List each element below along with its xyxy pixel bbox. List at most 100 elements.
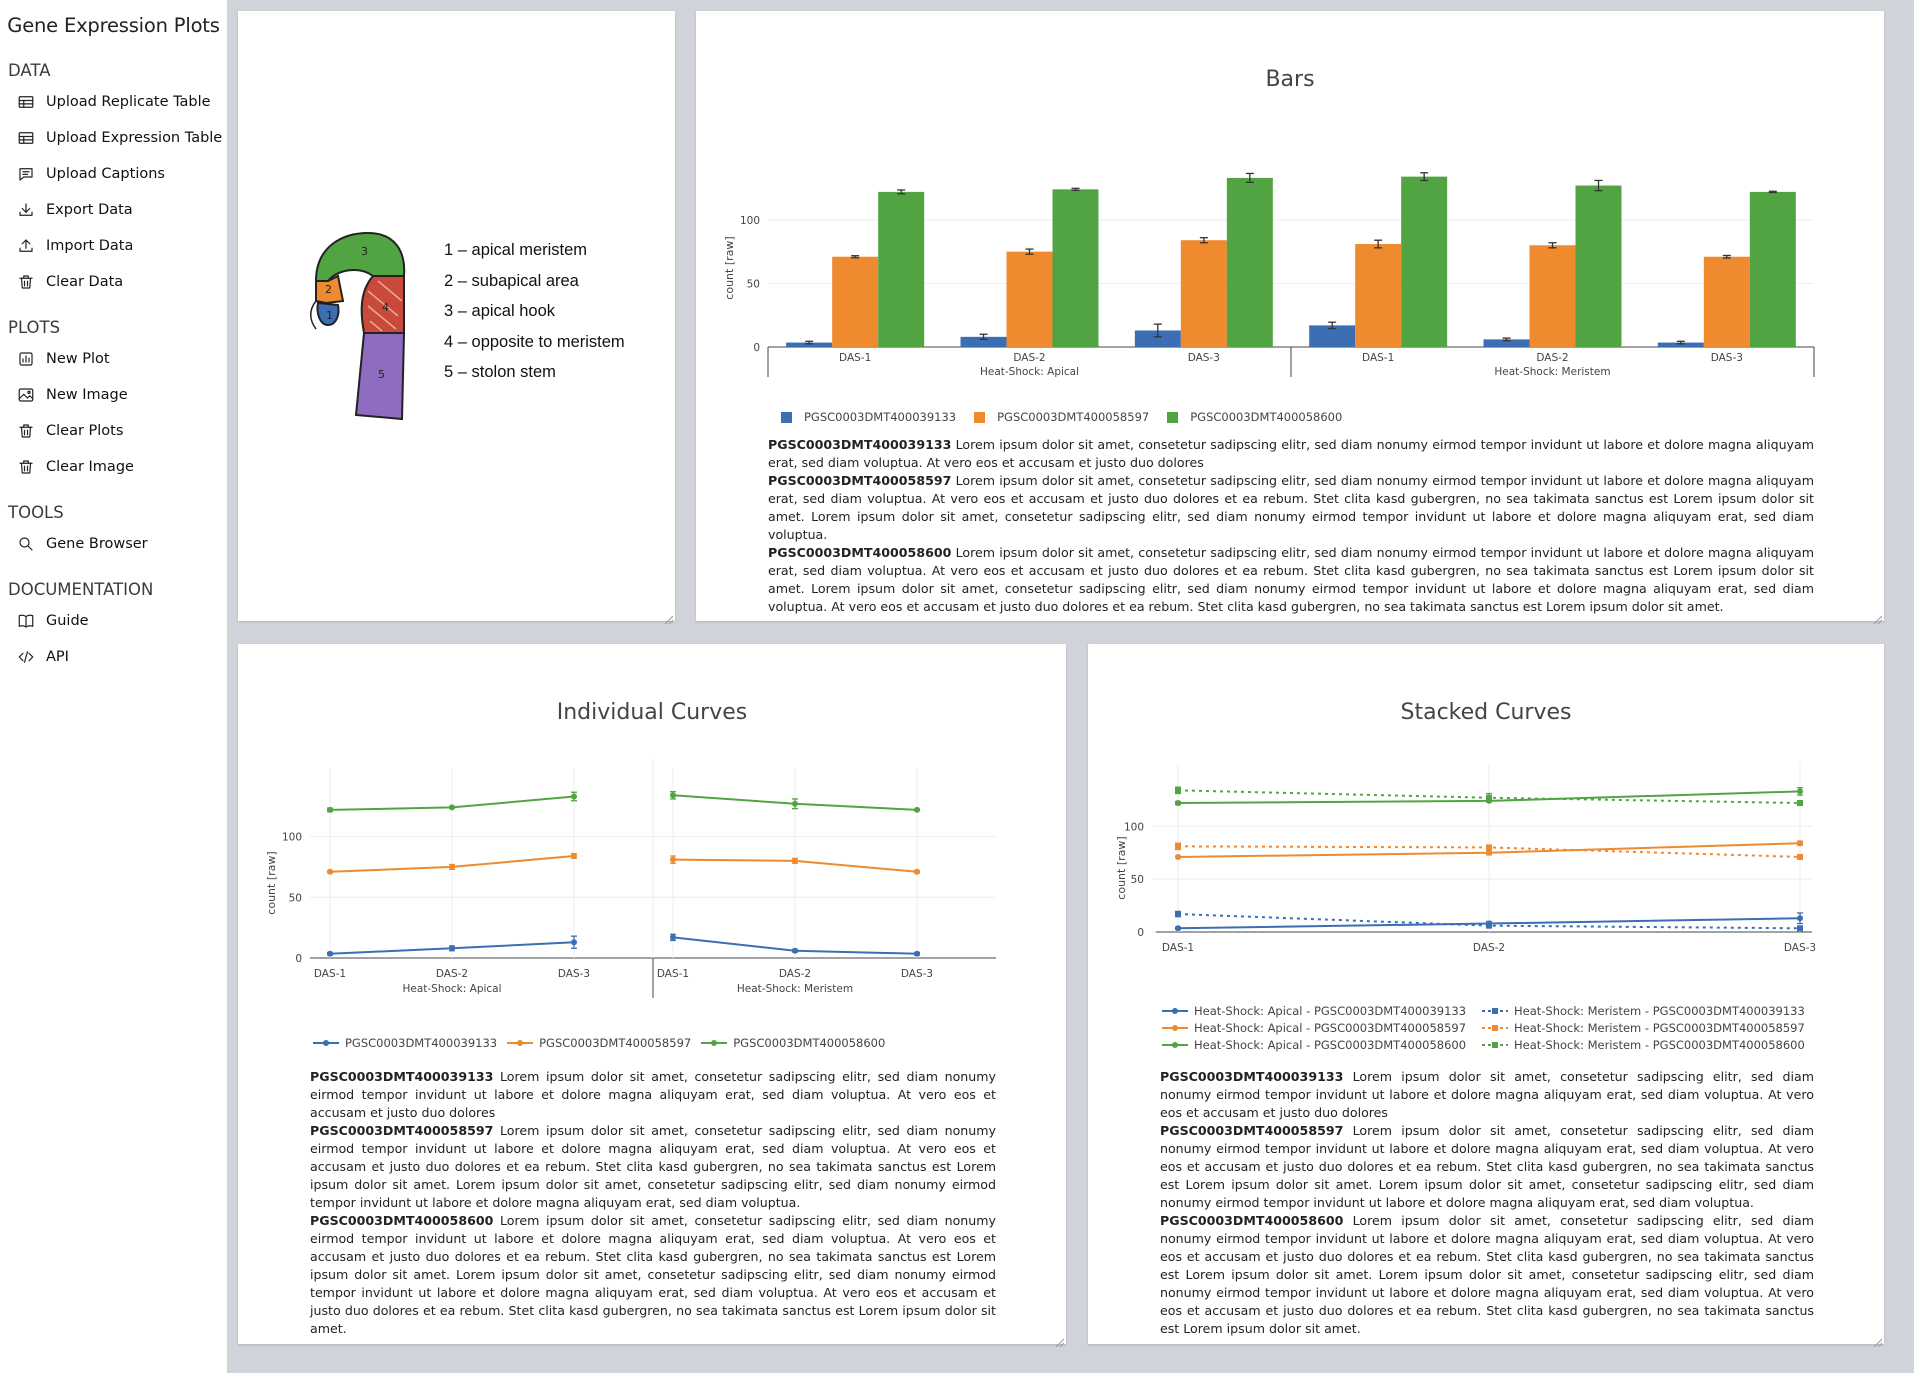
y-tick-label: 0: [753, 342, 760, 354]
series-line: [1177, 845, 1801, 858]
group-label: Heat-Shock: Meristem: [1494, 366, 1610, 378]
region-label-1: 1 – apical meristem: [444, 241, 588, 259]
caption-gene-id: PGSC0003DMT400058600: [310, 1213, 494, 1228]
bar: [1749, 191, 1796, 347]
legend-item[interactable]: PGSC0003DMT400058600: [1167, 410, 1342, 424]
nav-item-clear-image[interactable]: Clear Image: [0, 449, 227, 485]
bar-chart-icon: [16, 349, 36, 369]
region-label-2: 2 – subapical area: [444, 272, 579, 290]
legend-item[interactable]: Heat-Shock: Meristem - PGSC0003DMT400058…: [1482, 1038, 1805, 1052]
resize-handle[interactable]: [663, 609, 674, 625]
legend-item[interactable]: PGSC0003DMT400058600: [701, 1036, 885, 1050]
chart-title: Stacked Curves: [1400, 700, 1572, 725]
y-axis-title: count [raw]: [265, 851, 278, 914]
caption-gene-id: PGSC0003DMT400058597: [310, 1123, 494, 1138]
caption-paragraph: PGSC0003DMT400058600 Lorem ipsum dolor s…: [1160, 1212, 1814, 1338]
legend-item[interactable]: PGSC0003DMT400058597: [974, 410, 1149, 424]
nav-item-label: Guide: [46, 613, 89, 629]
caption-text: Lorem ipsum dolor sit amet, consetetur s…: [1160, 1213, 1814, 1336]
trash-icon: [16, 457, 36, 477]
nav-item-clear-plots[interactable]: Clear Plots: [0, 413, 227, 449]
comment-icon: [16, 164, 36, 184]
data-point: [792, 947, 798, 954]
data-point: [914, 950, 920, 957]
y-tick-label: 50: [747, 278, 760, 290]
legend-item[interactable]: PGSC0003DMT400039133: [781, 410, 956, 424]
legend-item[interactable]: Heat-Shock: Meristem - PGSC0003DMT400039…: [1482, 1004, 1805, 1018]
data-point: [914, 868, 920, 875]
y-tick-label: 50: [289, 892, 302, 904]
nav-item-upload-replicate-table[interactable]: Upload Replicate Table: [0, 84, 227, 120]
legend-label: Heat-Shock: Apical - PGSC0003DMT40005860…: [1194, 1038, 1467, 1052]
data-point: [449, 863, 455, 870]
y-tick-label: 50: [1131, 874, 1144, 886]
legend-swatch: [781, 411, 792, 423]
nav-item-label: Import Data: [46, 238, 134, 254]
nav-item-label: Clear Plots: [46, 423, 124, 439]
data-point: [1797, 840, 1803, 847]
region-number-5: 5: [378, 368, 385, 381]
series-line: [1177, 913, 1801, 930]
series-line: [1177, 789, 1801, 805]
bar: [1575, 185, 1622, 347]
nav-item-clear-data[interactable]: Clear Data: [0, 264, 227, 300]
bar: [1529, 245, 1576, 347]
resize-handle[interactable]: [1872, 1332, 1883, 1348]
legend-item[interactable]: PGSC0003DMT400039133: [313, 1036, 497, 1050]
x-tick-label: DAS-1: [1362, 352, 1394, 364]
caption-paragraph: PGSC0003DMT400039133 Lorem ipsum dolor s…: [1160, 1068, 1814, 1122]
legend-line: [313, 1040, 339, 1046]
bar: [1180, 240, 1227, 347]
data-point: [1797, 788, 1803, 795]
legend-label: PGSC0003DMT400039133: [804, 410, 957, 424]
data-point: [449, 804, 455, 811]
stacked-curves-panel[interactable]: Stacked Curves 0 50 100 count [raw] DAS-1 DAS…: [1088, 644, 1884, 1348]
legend-item[interactable]: Heat-Shock: Meristem - PGSC0003DMT400058…: [1482, 1021, 1805, 1035]
data-point: [571, 939, 577, 946]
y-tick-label: 100: [740, 215, 760, 227]
region-label-3: 3 – apical hook: [444, 302, 555, 320]
nav-item-guide[interactable]: Guide: [0, 603, 227, 639]
x-tick-label: DAS-2: [1473, 942, 1505, 954]
x-tick-label: DAS-3: [1188, 352, 1220, 364]
nav-item-label: Clear Data: [46, 274, 124, 290]
nav-item-import-data[interactable]: Import Data: [0, 228, 227, 264]
nav-item-new-plot[interactable]: New Plot: [0, 341, 227, 377]
stacked-curves-chart: 0 50 100 count [raw] DAS-1 DAS-2 DAS-3: [1115, 764, 1816, 954]
individual-curves-panel[interactable]: Individual Curves 0 50 100 count [raw] DAS-1…: [238, 644, 1066, 1348]
nav-item-api[interactable]: API: [0, 639, 227, 675]
bar: [1703, 256, 1750, 347]
region-number-1: 1: [326, 309, 333, 322]
nav-item-export-data[interactable]: Export Data: [0, 192, 227, 228]
nav-item-upload-captions[interactable]: Upload Captions: [0, 156, 227, 192]
legend-line: [1482, 1025, 1508, 1031]
table-icon: [16, 128, 36, 148]
nav-item-upload-expression-table[interactable]: Upload Expression Table: [0, 120, 227, 156]
plant-stolon-illustration: 3 2 1 4 5: [310, 231, 406, 421]
legend-item[interactable]: PGSC0003DMT400058597: [507, 1036, 691, 1050]
image-panel[interactable]: 3 2 1 4 5 1 – apical meristem 2 – subapi…: [238, 11, 675, 625]
section-title: DOCUMENTATION: [8, 580, 154, 599]
nav-item-new-image[interactable]: New Image: [0, 377, 227, 413]
x-tick-label: DAS-2: [779, 968, 811, 980]
y-tick-label: 0: [295, 953, 302, 965]
data-point: [1797, 800, 1803, 807]
legend-item[interactable]: Heat-Shock: Apical - PGSC0003DMT40003913…: [1162, 1004, 1466, 1018]
nav-item-gene-browser[interactable]: Gene Browser: [0, 526, 227, 562]
legend-item[interactable]: Heat-Shock: Apical - PGSC0003DMT40005859…: [1162, 1021, 1466, 1035]
legend-item[interactable]: Heat-Shock: Apical - PGSC0003DMT40005860…: [1162, 1038, 1466, 1052]
section-title: DATA: [8, 61, 51, 80]
resize-handle[interactable]: [1872, 609, 1883, 625]
resize-handle[interactable]: [1054, 1332, 1065, 1348]
group-label: Heat-Shock: Apical: [980, 366, 1079, 378]
y-tick-label: 0: [1137, 927, 1144, 939]
legend-line: [1162, 1042, 1188, 1048]
region-number-3: 3: [361, 245, 368, 258]
caption-paragraph: PGSC0003DMT400058600 Lorem ipsum dolor s…: [310, 1212, 996, 1338]
bar: [1134, 330, 1181, 347]
x-tick-label: DAS-2: [436, 968, 468, 980]
data-point: [1486, 849, 1492, 856]
y-tick-label: 100: [282, 832, 302, 844]
bars-plot-panel[interactable]: Bars 0 50 100 count [raw] DAS-1 DAS-2 DAS-3 Hea…: [696, 11, 1884, 625]
legend-label: PGSC0003DMT400058597: [539, 1036, 692, 1050]
